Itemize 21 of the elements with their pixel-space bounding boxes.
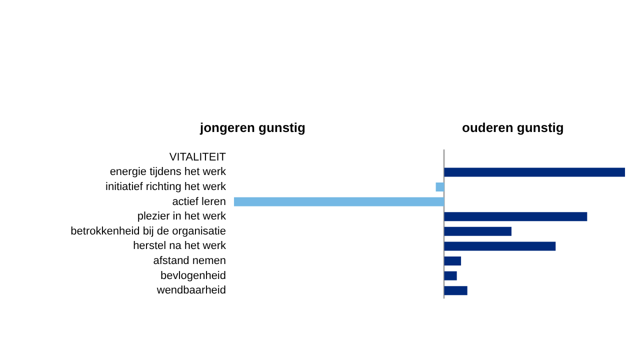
text: ouderen gunstig — [462, 120, 564, 135]
y-tick-label: actief leren — [172, 196, 226, 208]
bar — [444, 212, 588, 222]
bar — [444, 242, 556, 251]
text: jongeren gunstig — [199, 120, 306, 135]
y-tick-label: herstel na het werk — [133, 240, 226, 252]
bar — [444, 271, 457, 280]
y-tick-label: afstand nemen — [153, 255, 226, 267]
y-tick-label: VITALITEIT — [169, 151, 226, 164]
y-tick-label: plezier in het werk — [137, 210, 226, 223]
y-tick-label: energie tijdens het werk — [110, 166, 226, 178]
y-tick-label: betrokkenheid bij de organisatie — [70, 225, 226, 238]
bar — [444, 168, 625, 177]
bar — [436, 182, 444, 192]
y-tick-label: bevlogenheid — [160, 270, 226, 282]
bar — [444, 286, 468, 296]
y-tick-label: initiatief richting het werk — [106, 181, 226, 193]
bar — [234, 197, 444, 206]
y-tick-label: wendbaarheid — [156, 284, 226, 297]
bar — [444, 256, 462, 266]
bar — [444, 226, 512, 236]
